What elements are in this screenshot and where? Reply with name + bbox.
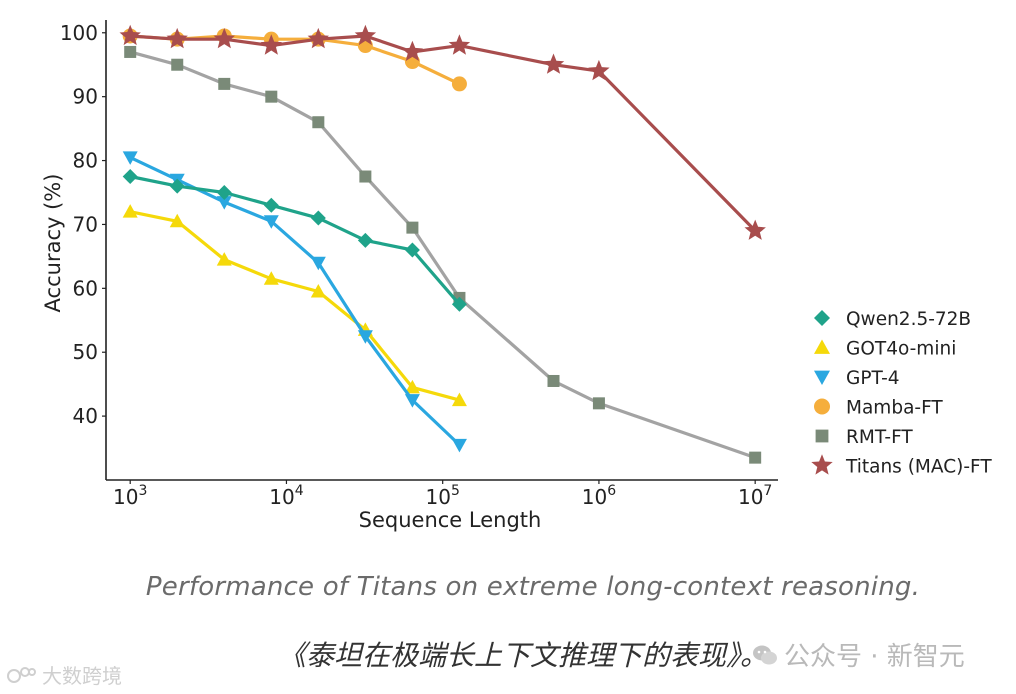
- data-point: [166, 27, 188, 49]
- data-point: [263, 197, 279, 213]
- data-point: [744, 219, 766, 240]
- data-point: [263, 215, 279, 229]
- data-point: [260, 34, 282, 55]
- series-rmt-ft: [124, 45, 762, 464]
- legend-marker: [811, 454, 833, 475]
- y-tick-label: 40: [73, 404, 98, 428]
- data-point: [169, 178, 185, 194]
- series-layer: [119, 24, 766, 464]
- data-point: [122, 151, 138, 165]
- legend: Qwen2.5-72B GOT4o-mini GPT-4 Mamba-FT RMT-FT…: [811, 309, 992, 478]
- legend-marker: [814, 370, 830, 385]
- legend-marker: [815, 429, 829, 443]
- series-gpt-4: [122, 151, 467, 453]
- legend-label: GPT-4: [846, 368, 900, 389]
- data-point: [588, 59, 610, 81]
- series-got4o-mini: [122, 204, 467, 407]
- legend-item: RMT-FT: [815, 427, 913, 448]
- data-point: [122, 169, 138, 185]
- x-tick-label: 104: [269, 483, 303, 509]
- x-tick-label: 106: [582, 483, 616, 509]
- caption-english: Performance of Titans on extreme long-co…: [145, 572, 921, 602]
- y-tick-label: 50: [73, 340, 98, 364]
- legend-label: Qwen2.5-72B: [846, 309, 971, 330]
- data-point: [359, 170, 372, 183]
- data-point: [404, 394, 420, 408]
- data-point: [171, 58, 184, 71]
- x-tick-label: 105: [425, 483, 459, 509]
- series-line: [128, 155, 461, 447]
- data-point: [218, 77, 231, 90]
- legend-label: Mamba-FT: [846, 398, 943, 419]
- legend-label: RMT-FT: [846, 427, 913, 448]
- data-point: [404, 379, 420, 394]
- data-point: [310, 210, 326, 226]
- data-point: [216, 185, 232, 200]
- data-point: [124, 45, 137, 58]
- data-point: [451, 438, 467, 453]
- data-point: [451, 76, 467, 92]
- data-point: [119, 24, 141, 46]
- data-point: [451, 392, 467, 407]
- data-point: [542, 53, 565, 74]
- brand-logo-icon: [7, 666, 36, 683]
- data-point: [312, 116, 325, 129]
- series-titans-mac-ft: [119, 24, 766, 240]
- legend-marker: [814, 398, 830, 415]
- data-point: [310, 284, 326, 298]
- data-point: [357, 330, 373, 344]
- data-point: [216, 252, 232, 266]
- x-tick-label: 103: [113, 483, 147, 509]
- data-point: [122, 204, 138, 218]
- data-point: [354, 24, 377, 46]
- x-tick-label: 107: [738, 483, 772, 509]
- wechat-icon: [753, 645, 777, 664]
- legend-item: GPT-4: [814, 368, 900, 389]
- watermark-left-text: 大数跨境: [42, 664, 122, 688]
- data-point: [749, 451, 762, 464]
- y-tick-label: 100: [60, 21, 98, 45]
- y-tick-label: 60: [73, 276, 98, 300]
- data-point: [592, 397, 605, 410]
- data-point: [169, 213, 185, 228]
- data-point: [404, 242, 420, 258]
- data-point: [265, 90, 278, 103]
- data-point: [357, 232, 373, 248]
- legend-marker: [814, 339, 830, 354]
- legend-label: GOT4o-mini: [846, 339, 956, 360]
- legend-item: GOT4o-mini: [814, 339, 956, 360]
- axes: 40 50 60 70 80 90 100 103 104 105 106 107: [60, 20, 778, 509]
- y-tick-label: 70: [73, 212, 98, 236]
- legend-item: Qwen2.5-72B: [814, 309, 971, 330]
- data-point: [213, 27, 235, 49]
- watermark-wechat: 公众号 · 新智元: [752, 636, 965, 673]
- data-point: [307, 27, 329, 49]
- legend-item: Titans (MAC)-FT: [811, 454, 992, 478]
- series-line: [128, 210, 461, 402]
- y-tick-label: 90: [73, 85, 98, 109]
- y-axis-label: Accuracy (%): [41, 174, 65, 313]
- watermark-wechat-text: 公众号 · 新智元: [784, 642, 965, 672]
- data-point: [216, 196, 232, 210]
- data-point: [448, 34, 471, 55]
- x-axis-label: Sequence Length: [359, 508, 542, 532]
- caption-chinese: 《泰坦在极端长上下文推理下的表现》。: [278, 639, 769, 672]
- data-point: [401, 40, 424, 61]
- legend-label: Titans (MAC)-FT: [845, 457, 992, 478]
- y-tick-label: 80: [73, 149, 98, 173]
- watermark-left: 大数跨境: [6, 660, 122, 689]
- legend-item: Mamba-FT: [814, 398, 943, 419]
- data-point: [263, 271, 279, 285]
- data-point: [451, 296, 467, 312]
- legend-marker: [814, 310, 830, 326]
- data-point: [406, 221, 419, 234]
- chart: 40 50 60 70 80 90 100 103 104 105 106 107 Qwen2.5-7…: [41, 20, 992, 532]
- data-point: [547, 374, 560, 387]
- series-qwen2-5-72b: [122, 169, 467, 312]
- series-line: [128, 174, 461, 306]
- data-point: [310, 256, 326, 271]
